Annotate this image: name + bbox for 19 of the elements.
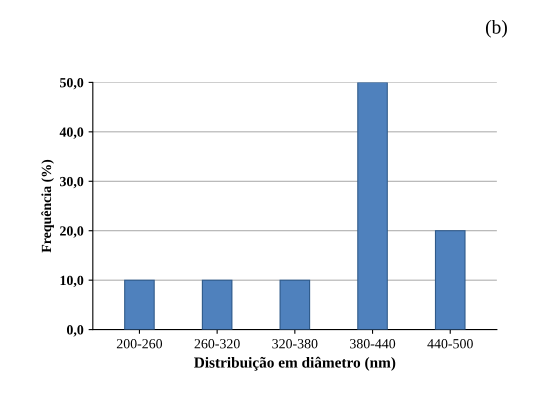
y-tick-label: 20,0: [60, 226, 84, 238]
bar: [124, 280, 155, 330]
x-tick-label: 200-260: [116, 339, 162, 348]
y-tick-label: 30,0: [60, 176, 84, 188]
y-tick-label: 40,0: [60, 127, 84, 139]
x-tick-label: 440-500: [427, 339, 473, 348]
y-tick-label: 10,0: [60, 276, 84, 288]
bar: [357, 82, 388, 330]
y-tick-label: 0,0: [66, 325, 84, 337]
x-axis-title: Distribuição em diâmetro (nm): [194, 356, 396, 371]
text: (b): [486, 20, 507, 38]
y-axis-title: Frequência (%): [41, 160, 54, 253]
x-tick-label: 260-320: [194, 339, 240, 348]
x-tick-label: 380-440: [350, 339, 396, 348]
y-tick-label: 50,0: [60, 78, 84, 90]
bar: [280, 280, 310, 330]
bar: [202, 280, 232, 330]
bar: [434, 230, 466, 330]
x-tick-label: 320-380: [272, 339, 318, 348]
